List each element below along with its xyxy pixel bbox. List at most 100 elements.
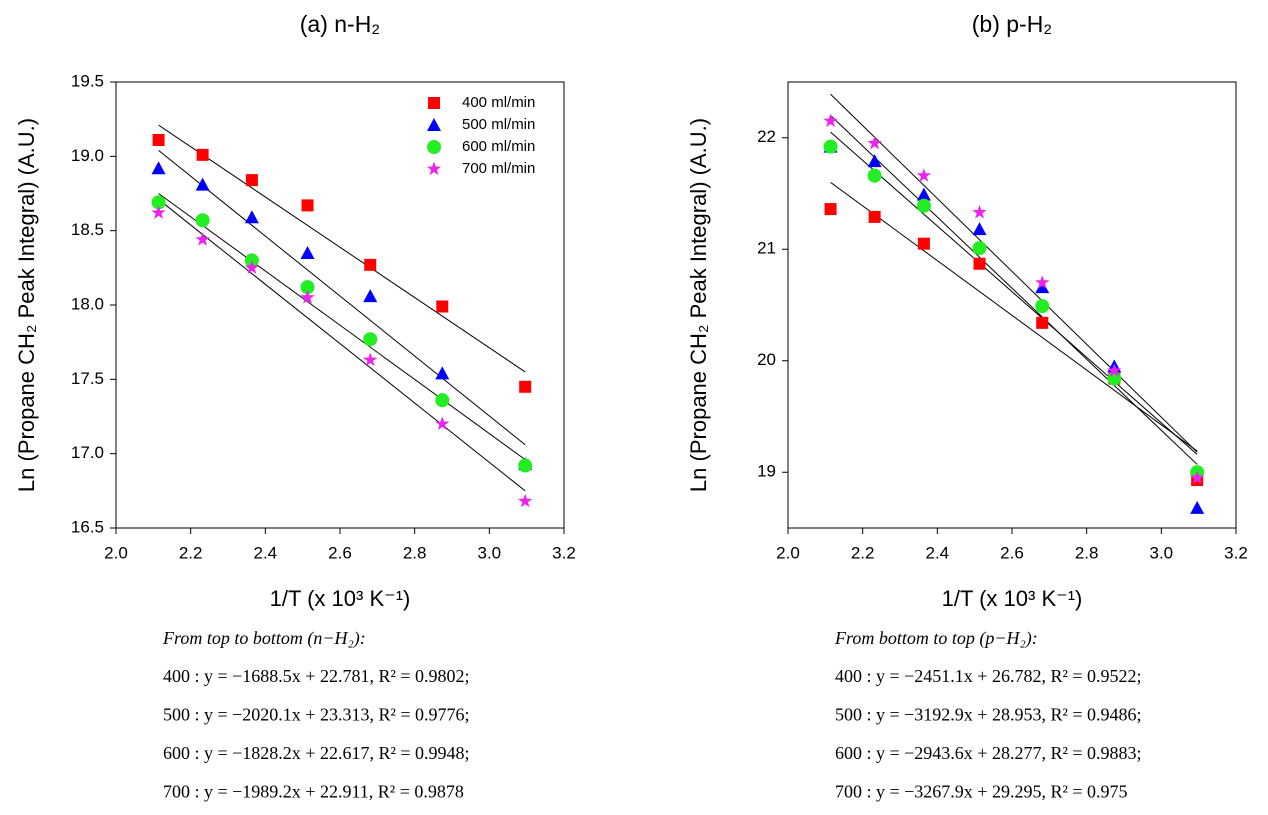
legend-label: 700 ml/min [462, 160, 535, 177]
y-tick-label: 16.5 [71, 517, 104, 536]
y-tick-label: 19.5 [71, 71, 104, 90]
fit-line [830, 181, 1198, 452]
y-tick-label: 17.5 [71, 369, 104, 388]
marker [244, 210, 259, 224]
marker [435, 366, 450, 380]
x-tick-label: 2.0 [104, 543, 128, 562]
marker [435, 393, 450, 408]
marker [518, 458, 533, 473]
x-tick-label: 2.8 [1075, 543, 1099, 562]
marker [824, 203, 837, 216]
x-tick-label: 3.0 [478, 543, 502, 562]
marker [823, 113, 838, 128]
y-tick-label: 22 [757, 127, 776, 146]
marker [868, 210, 881, 223]
marker [1035, 299, 1050, 314]
fit-line [830, 115, 1198, 465]
fit-line [830, 93, 1198, 453]
marker [1190, 500, 1205, 514]
equation: 500 : y = −3192.9x + 28.953, R² = 0.9486… [835, 705, 1142, 725]
marker [867, 135, 882, 150]
marker [972, 241, 987, 256]
legend-label: 600 ml/min [462, 138, 535, 155]
marker [518, 493, 533, 508]
marker [151, 205, 166, 219]
equation: 700 : y = −1989.2x + 22.911, R² = 0.9878 [163, 782, 464, 802]
marker [973, 257, 986, 270]
marker [152, 133, 165, 146]
x-tick-label: 2.2 [851, 543, 875, 562]
marker [1036, 316, 1049, 329]
marker [300, 280, 315, 295]
y-axis-label: Ln (Propane CH₂ Peak Integral) (A.U.) [686, 118, 711, 492]
marker [436, 300, 449, 313]
marker [519, 380, 532, 393]
fit-line [158, 124, 526, 373]
marker [195, 177, 210, 191]
x-tick-label: 2.4 [926, 543, 950, 562]
marker [426, 161, 442, 176]
y-tick-label: 17.0 [71, 443, 104, 462]
equation: 700 : y = −3267.9x + 29.295, R² = 0.975 [835, 782, 1128, 802]
x-tick-label: 2.4 [254, 543, 278, 562]
x-tick-label: 3.2 [552, 543, 576, 562]
equation: 400 : y = −2451.1x + 26.782, R² = 0.9522… [835, 666, 1142, 686]
marker [435, 416, 450, 430]
marker [427, 140, 441, 154]
marker [916, 198, 931, 213]
y-tick-label: 21 [757, 239, 776, 258]
marker [195, 213, 210, 228]
marker [867, 154, 882, 168]
marker [1035, 275, 1050, 289]
x-axis-label: 1/T (x 10³ K⁻¹) [270, 586, 411, 611]
marker [300, 290, 315, 304]
marker [244, 260, 259, 274]
marker [151, 195, 166, 210]
marker [363, 289, 378, 303]
y-axis-label: Ln (Propane CH₂ Peak Integral) (A.U.) [14, 118, 39, 492]
fit-line [158, 149, 526, 446]
y-tick-label: 18.0 [71, 294, 104, 313]
chart-title: (b) p-H₂ [972, 11, 1053, 37]
y-tick-label: 19.0 [71, 146, 104, 165]
x-tick-label: 2.6 [328, 543, 352, 562]
marker [301, 199, 314, 212]
y-tick-label: 18.5 [71, 220, 104, 239]
equation: 500 : y = −2020.1x + 23.313, R² = 0.9776… [163, 705, 470, 725]
equation: 600 : y = −1828.2x + 22.617, R² = 0.9948… [163, 743, 470, 763]
equations-heading: From top to bottom (n−H₂): [162, 628, 366, 649]
marker [151, 161, 166, 175]
x-axis-label: 1/T (x 10³ K⁻¹) [942, 586, 1083, 611]
marker [195, 232, 210, 246]
x-tick-label: 3.2 [1224, 543, 1248, 562]
fit-line [158, 199, 526, 492]
fit-line [158, 193, 526, 461]
equation: 600 : y = −2943.6x + 28.277, R² = 0.9883… [835, 743, 1142, 763]
marker [196, 148, 209, 161]
marker [300, 245, 315, 259]
equation: 400 : y = −1688.5x + 22.781, R² = 0.9802… [163, 666, 470, 686]
marker [427, 118, 441, 131]
marker [917, 237, 930, 250]
marker [1107, 363, 1122, 377]
plot-frame [787, 81, 1237, 529]
x-tick-label: 2.2 [179, 543, 203, 562]
marker [245, 174, 258, 187]
marker [363, 332, 378, 347]
equations-heading: From bottom to top (p−H₂): [834, 628, 1038, 649]
y-tick-label: 20 [757, 350, 776, 369]
x-tick-label: 3.0 [1150, 543, 1174, 562]
marker [823, 139, 838, 154]
chart-title: (a) n-H₂ [300, 11, 381, 37]
legend-label: 400 ml/min [462, 94, 535, 111]
legend-label: 500 ml/min [462, 116, 535, 133]
marker [916, 168, 931, 182]
marker [428, 97, 440, 109]
fit-line [830, 131, 1198, 455]
marker [1190, 470, 1205, 484]
x-tick-label: 2.0 [776, 543, 800, 562]
marker [972, 222, 987, 236]
marker [363, 352, 378, 367]
y-tick-label: 19 [757, 462, 776, 481]
